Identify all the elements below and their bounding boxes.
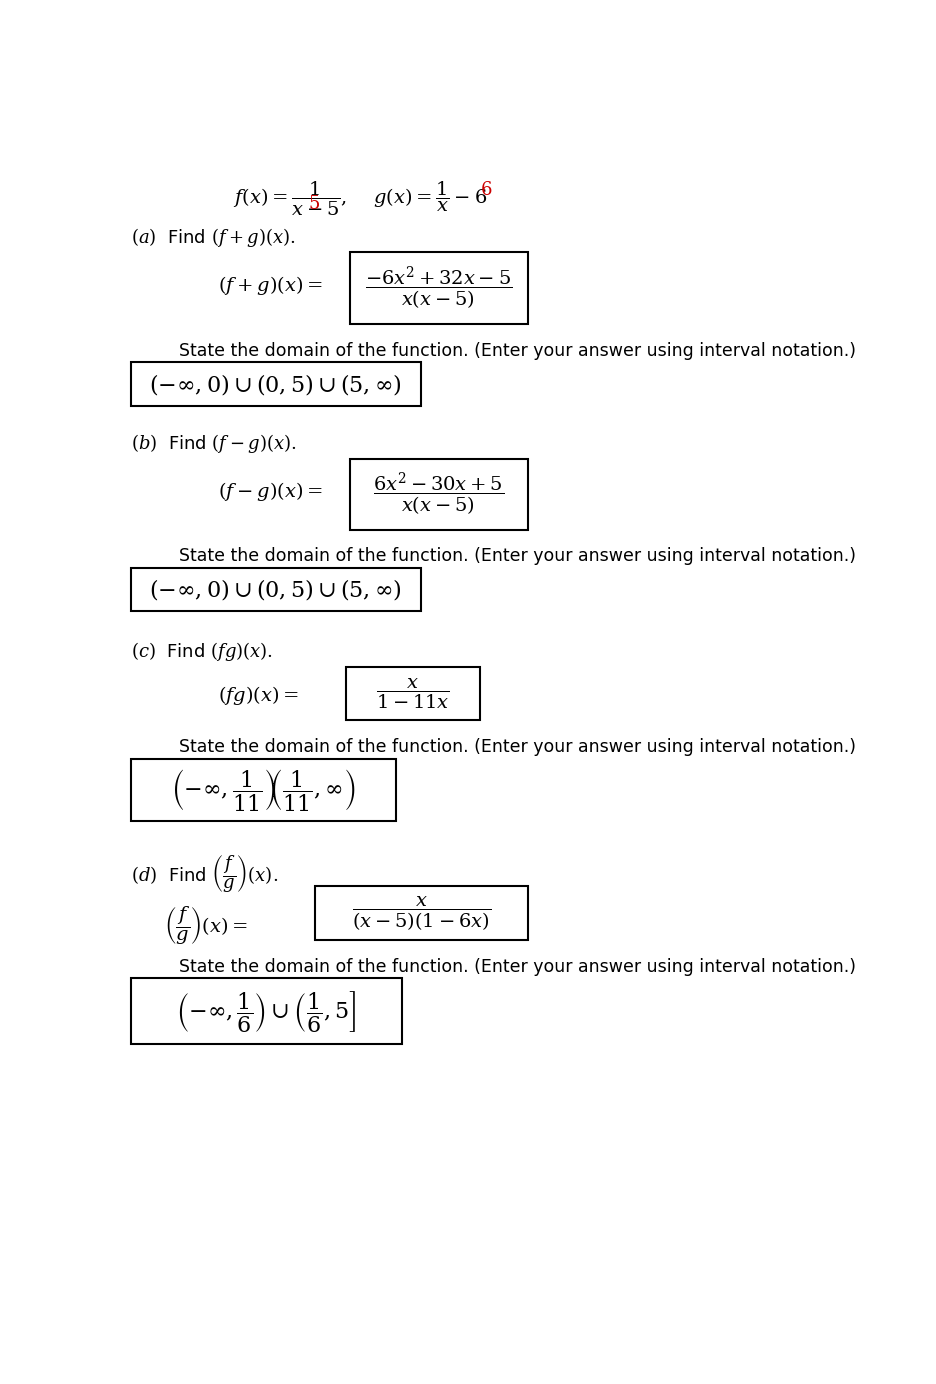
- Text: State the domain of the function. (Enter your answer using interval notation.): State the domain of the function. (Enter…: [179, 547, 856, 565]
- Text: $\dfrac{-6x^{2}+32x-5}{x(x-5)}$: $\dfrac{-6x^{2}+32x-5}{x(x-5)}$: [365, 264, 512, 311]
- Text: $\left(-\infty,\dfrac{1}{11}\right)\!\!\left(\dfrac{1}{11},\infty\right)$: $\left(-\infty,\dfrac{1}{11}\right)\!\!\…: [171, 767, 356, 812]
- Text: $f(x) = \dfrac{1}{x-5},$: $f(x) = \dfrac{1}{x-5},$: [233, 180, 347, 219]
- Text: State the domain of the function. (Enter your answer using interval notation.): State the domain of the function. (Enter…: [179, 738, 856, 756]
- Bar: [349, 252, 528, 324]
- Text: $(fg)(x) = $: $(fg)(x) = $: [218, 684, 299, 706]
- Bar: [131, 978, 402, 1044]
- Text: $(-\infty,0)\cup(0,5)\cup(5,\infty)$: $(-\infty,0)\cup(0,5)\cup(5,\infty)$: [150, 577, 402, 602]
- Bar: [345, 667, 480, 721]
- Text: $(f+g)(x) = $: $(f+g)(x) = $: [218, 274, 323, 298]
- Text: $\dfrac{6x^{2}-30x+5}{x(x-5)}$: $\dfrac{6x^{2}-30x+5}{x(x-5)}$: [373, 471, 505, 518]
- Text: $5$: $5$: [309, 195, 320, 213]
- Text: $\left(-\infty,\dfrac{1}{6}\right)\cup\left(\dfrac{1}{6},5\right]$: $\left(-\infty,\dfrac{1}{6}\right)\cup\l…: [176, 988, 357, 1034]
- Text: State the domain of the function. (Enter your answer using interval notation.): State the domain of the function. (Enter…: [179, 342, 856, 360]
- Text: $\left(\dfrac{f}{g}\right)(x) = $: $\left(\dfrac{f}{g}\right)(x) = $: [164, 905, 248, 948]
- Text: $g(x) = \dfrac{1}{x} - 6$: $g(x) = \dfrac{1}{x} - 6$: [373, 180, 487, 215]
- Text: $(f-g)(x) = $: $(f-g)(x) = $: [218, 480, 323, 504]
- Text: $(a)$  Find $(f+g)(x).$: $(a)$ Find $(f+g)(x).$: [131, 226, 296, 249]
- Bar: [349, 458, 528, 530]
- Bar: [131, 758, 396, 821]
- Text: $\dfrac{x}{1-11x}$: $\dfrac{x}{1-11x}$: [375, 677, 449, 710]
- Text: $\dfrac{x}{(x-5)(1-6x)}$: $\dfrac{x}{(x-5)(1-6x)}$: [352, 894, 490, 931]
- Text: $6$: $6$: [480, 181, 492, 199]
- Bar: [131, 567, 421, 612]
- Bar: [131, 363, 421, 407]
- Bar: [314, 886, 528, 940]
- Text: $(-\infty,0)\cup(0,5)\cup(5,\infty)$: $(-\infty,0)\cup(0,5)\cup(5,\infty)$: [150, 372, 402, 397]
- Text: State the domain of the function. (Enter your answer using interval notation.): State the domain of the function. (Enter…: [179, 958, 856, 976]
- Text: $(d)$  Find $\left(\dfrac{f}{g}\right)(x).$: $(d)$ Find $\left(\dfrac{f}{g}\right)(x)…: [131, 853, 278, 894]
- Text: $(c)$  Find $(fg)(x).$: $(c)$ Find $(fg)(x).$: [131, 639, 273, 663]
- Text: $(b)$  Find $(f-g)(x).$: $(b)$ Find $(f-g)(x).$: [131, 432, 297, 455]
